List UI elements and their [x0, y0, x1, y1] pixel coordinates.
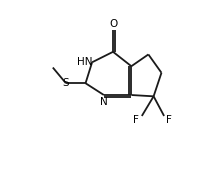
- Text: S: S: [63, 78, 69, 88]
- Text: O: O: [109, 19, 117, 29]
- Text: F: F: [133, 115, 139, 125]
- Text: N: N: [100, 97, 108, 107]
- Text: F: F: [166, 115, 172, 125]
- Text: HN: HN: [77, 57, 93, 67]
